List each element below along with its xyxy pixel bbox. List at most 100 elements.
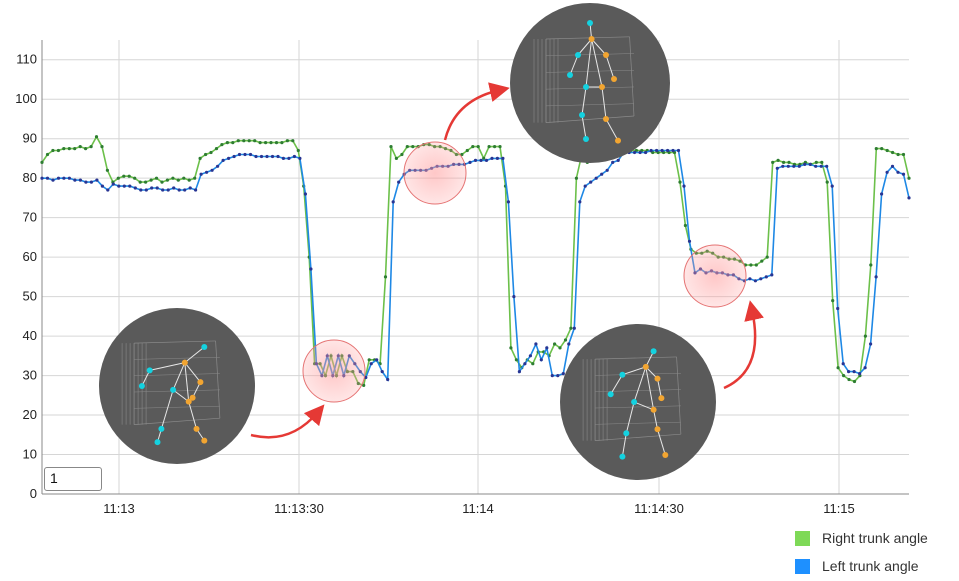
- skeleton-bone: [184, 362, 201, 383]
- data-point: [563, 338, 568, 342]
- data-point: [386, 377, 390, 382]
- data-point: [394, 156, 398, 160]
- skeleton-joint: [138, 383, 145, 389]
- data-point: [106, 188, 110, 192]
- data-point: [487, 145, 491, 149]
- y-tick-label: 60: [23, 249, 37, 264]
- skeleton-joint: [611, 76, 617, 82]
- skeleton-joint: [631, 399, 638, 405]
- highlight-circles: [302, 141, 747, 403]
- data-point: [172, 186, 176, 190]
- data-point: [814, 164, 818, 168]
- data-point: [749, 263, 753, 267]
- y-tick-label: 110: [16, 52, 37, 67]
- data-point: [73, 147, 77, 151]
- skeleton-bone: [585, 38, 593, 88]
- data-point: [274, 141, 279, 145]
- data-point: [209, 150, 213, 155]
- inset-grid: [595, 421, 681, 425]
- data-point: [149, 178, 153, 182]
- skeleton-joint: [575, 52, 581, 58]
- data-point: [237, 152, 242, 157]
- data-point: [528, 354, 533, 358]
- callout-arrows: [250, 82, 764, 439]
- data-point: [760, 259, 764, 263]
- data-point: [792, 164, 796, 168]
- inset-disc: [560, 324, 716, 480]
- skeleton-joint: [201, 344, 208, 350]
- data-point: [775, 166, 779, 170]
- data-point: [221, 158, 225, 162]
- data-point: [40, 176, 44, 180]
- data-point: [825, 164, 829, 168]
- data-point: [836, 306, 840, 311]
- x-tick-label: 11:14:30: [634, 501, 684, 516]
- skeleton-bone: [605, 118, 619, 141]
- data-point: [847, 370, 851, 374]
- data-point: [51, 178, 55, 182]
- data-point: [787, 160, 791, 164]
- data-point: [84, 147, 88, 151]
- data-point: [858, 372, 862, 376]
- x-tick-label: 11:13: [103, 501, 135, 516]
- skeleton-bone: [172, 389, 189, 403]
- data-point: [231, 141, 235, 145]
- data-point: [495, 156, 499, 160]
- value-input[interactable]: 1: [44, 467, 102, 491]
- data-point: [509, 346, 513, 350]
- inset-disc: [99, 308, 255, 464]
- data-point: [397, 180, 401, 184]
- data-point: [482, 156, 486, 160]
- data-point: [753, 279, 758, 283]
- data-point: [574, 176, 579, 180]
- data-point: [660, 148, 664, 153]
- skeleton-bone: [184, 362, 190, 402]
- data-point: [116, 176, 120, 180]
- data-point: [303, 192, 307, 196]
- data-point: [265, 154, 269, 159]
- data-point: [890, 164, 895, 168]
- data-point: [869, 342, 873, 346]
- inset-grid: [545, 86, 635, 90]
- data-point: [869, 263, 873, 267]
- data-point: [863, 366, 867, 370]
- data-point: [471, 145, 475, 149]
- data-point: [567, 342, 571, 346]
- data-point: [292, 154, 296, 159]
- skeleton-joint: [154, 439, 161, 446]
- data-point: [814, 160, 818, 164]
- data-point: [280, 141, 284, 145]
- inset-grid: [545, 103, 635, 107]
- data-point: [45, 152, 50, 157]
- data-point: [891, 150, 895, 155]
- data-point: [78, 145, 82, 149]
- skeleton-joint: [650, 406, 657, 413]
- data-point: [51, 148, 55, 153]
- skeleton-bone: [591, 38, 603, 88]
- data-point: [138, 180, 142, 184]
- data-point: [633, 150, 637, 155]
- data-point: [781, 164, 785, 168]
- data-point: [391, 200, 395, 204]
- data-point: [165, 178, 169, 182]
- inset-grid: [676, 356, 682, 435]
- inset-grid: [134, 405, 220, 409]
- data-point: [556, 374, 560, 378]
- data-point: [539, 358, 543, 362]
- data-point: [188, 186, 192, 190]
- data-point: [531, 362, 535, 366]
- legend-label: Right trunk angle: [822, 530, 928, 546]
- data-point: [880, 147, 884, 151]
- data-point: [210, 168, 214, 172]
- data-point: [506, 200, 510, 204]
- y-tick-label: 10: [23, 447, 37, 462]
- skeleton-bone: [657, 378, 662, 399]
- data-point: [133, 176, 137, 180]
- data-point: [227, 156, 231, 160]
- data-point: [550, 374, 554, 378]
- data-point: [830, 184, 834, 188]
- data-point: [842, 374, 846, 378]
- skeleton-joint: [662, 452, 669, 459]
- data-point: [676, 148, 681, 153]
- data-point: [309, 267, 313, 271]
